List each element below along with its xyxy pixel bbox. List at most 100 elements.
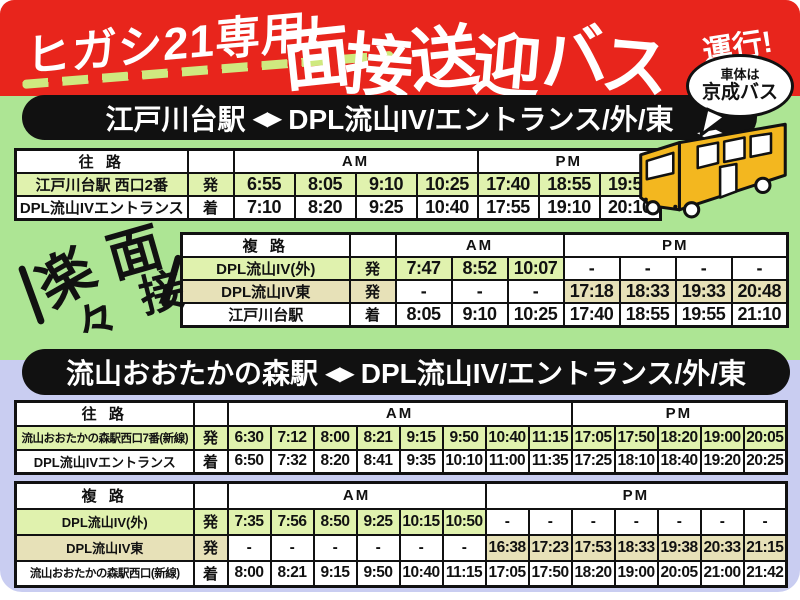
speech-bubble: 車体は 京成バス — [686, 54, 794, 137]
timetable-row: 流山おおたかの森駅西口(新線) 着 8:00 8:21 9:15 9:50 10:40 11:… — [14, 559, 788, 588]
time-cell: 19:38 — [656, 533, 702, 562]
time-cell: 21:42 — [742, 559, 788, 588]
time-cell: 17:40 — [562, 302, 621, 328]
time-cell: 17:05 — [570, 424, 616, 451]
time-cell: 17:18 — [562, 279, 621, 304]
time-cell: 21:10 — [730, 302, 789, 328]
time-cell: 17:50 — [527, 559, 573, 588]
time-cell: 20:05 — [656, 559, 702, 588]
station-cell: DPL流山IV(外) — [14, 507, 195, 536]
time-cell: 19:10 — [537, 195, 601, 221]
pm-header: PM — [476, 148, 662, 174]
station-cell: DPL流山IVエントランス — [14, 195, 189, 221]
section1-banner: 江戸川台駅 ◀▶ DPL流山IV/エントランス/外/東 — [22, 95, 757, 140]
time-cell: 17:23 — [527, 533, 573, 562]
mark-cell: 発 — [192, 424, 229, 451]
direction-header: 往 路 — [14, 400, 195, 427]
time-cell: 18:33 — [613, 533, 659, 562]
time-cell: - — [450, 279, 509, 304]
station-cell: 流山おおたかの森駅西口7番(新線) — [14, 424, 195, 451]
time-cell: 6:50 — [226, 448, 272, 475]
time-cell: 21:00 — [699, 559, 745, 588]
time-cell: - — [562, 256, 621, 281]
time-cell: 16:38 — [484, 533, 530, 562]
time-cell: 8:50 — [312, 507, 358, 536]
mark-cell: 発 — [192, 533, 229, 562]
time-cell: 18:10 — [613, 448, 659, 475]
left-right-arrows-icon: ◀▶ — [252, 108, 283, 130]
speech-bubble-text-line2: 京成バス — [701, 82, 778, 104]
time-cell: 8:20 — [293, 195, 357, 221]
time-cell: - — [394, 279, 453, 304]
time-cell: 9:50 — [355, 559, 401, 588]
time-cell: 8:00 — [226, 559, 272, 588]
time-cell: 11:15 — [441, 559, 487, 588]
time-cell: - — [355, 533, 401, 562]
time-cell: 8:21 — [355, 424, 401, 451]
time-cell: 19:00 — [699, 424, 745, 451]
time-cell: - — [742, 507, 788, 536]
timetable-row: DPL流山IVエントランス着 6:50 7:32 8:20 8:41 9:35 10:10 1… — [14, 448, 788, 475]
time-cell: 10:15 — [398, 507, 444, 536]
time-cell: - — [312, 533, 358, 562]
time-cell: 18:33 — [618, 279, 677, 304]
mark-cell: 着 — [192, 448, 229, 475]
mark-header — [348, 232, 397, 258]
timetable-otakanomori-return: 複 路 AM PM DPL流山IV(外) 発 7:35 7:56 8:50 9:25 10:15 1… — [14, 481, 789, 588]
time-cell: 9:25 — [355, 507, 401, 536]
direction-header: 複 路 — [14, 481, 195, 510]
time-cell: 18:20 — [656, 424, 702, 451]
time-cell: 21:15 — [742, 533, 788, 562]
timetable-row: 江戸川台駅着 8:05 9:10 10:25 17:40 18:55 19:55 21:10 — [180, 302, 789, 328]
pm-header: PM — [562, 232, 789, 258]
time-cell: 20:48 — [730, 279, 789, 304]
time-cell: 17:25 — [570, 448, 616, 475]
time-cell: 10:40 — [415, 195, 479, 221]
time-cell: 17:40 — [476, 172, 540, 197]
time-cell: 17:55 — [476, 195, 540, 221]
station-cell: DPL流山IVエントランス — [14, 448, 195, 475]
time-cell: 18:55 — [618, 302, 677, 328]
time-cell: 19:20 — [699, 448, 745, 475]
section1-banner-station: 江戸川台駅 — [105, 103, 246, 135]
timetable-edogawadai-return: 複 路 AM PM DPL流山IV(外) 発 7:47 8:52 10:07- - - - DPL流山… — [180, 232, 790, 328]
timetable-header-row: 複 路 AM PM — [14, 481, 788, 510]
time-cell: 9:50 — [441, 424, 487, 451]
mark-header — [192, 481, 229, 510]
direction-header: 複 路 — [180, 232, 351, 258]
timetable-row: 流山おおたかの森駅西口7番(新線) 発 6:30 7:12 8:00 8:21 9:15 9:… — [14, 424, 788, 451]
time-cell: 7:32 — [269, 448, 315, 475]
timetable-row: DPL流山IV(外) 発 7:47 8:52 10:07- - - - — [180, 256, 789, 281]
timetable-row: DPL流山IVエントランス着 7:10 8:20 9:25 10:40 17:55 19:1… — [14, 195, 662, 221]
timetable-row: DPL流山IV(外) 発 7:35 7:56 8:50 9:25 10:15 10:50- - -… — [14, 507, 788, 536]
time-cell: 17:05 — [484, 559, 530, 588]
time-cell: 7:10 — [232, 195, 296, 221]
pm-header: PM — [570, 400, 788, 427]
station-cell: 流山おおたかの森駅西口(新線) — [14, 559, 195, 588]
time-cell: 9:10 — [450, 302, 509, 328]
timetable-row: DPL流山IV東発 - - - - - -16:38 17:23 17:53 18:33 19:38… — [14, 533, 788, 562]
timetable-otakanomori-outbound: 往 路 AM PM 流山おおたかの森駅西口7番(新線) 発 6:30 7:12 8:00 8:2… — [14, 400, 789, 475]
time-cell: 10:40 — [398, 559, 444, 588]
time-cell: 18:55 — [537, 172, 601, 197]
time-cell: 7:56 — [269, 507, 315, 536]
time-cell: 9:10 — [354, 172, 418, 197]
mark-cell: 着 — [192, 559, 229, 588]
mark-cell: 着 — [348, 302, 397, 328]
mark-cell: 発 — [348, 256, 397, 281]
speech-bubble-text-line1: 車体は — [720, 67, 760, 83]
time-cell: 8:52 — [450, 256, 509, 281]
station-cell: DPL流山IV(外) — [180, 256, 351, 281]
time-cell: 10:40 — [484, 424, 530, 451]
time-cell: 11:15 — [527, 424, 573, 451]
time-cell: - — [527, 507, 573, 536]
time-cell: 7:35 — [226, 507, 272, 536]
time-cell: 17:53 — [570, 533, 616, 562]
poster-title: 面接送迎バス — [278, 17, 673, 108]
section2-banner-destination: DPL流山IV/エントランス/外/東 — [360, 358, 746, 389]
mark-header — [186, 148, 235, 174]
time-cell: 10:07 — [506, 256, 565, 281]
am-header: AM — [226, 481, 487, 510]
timetable-header-row: 往 路 AM PM — [14, 400, 788, 427]
